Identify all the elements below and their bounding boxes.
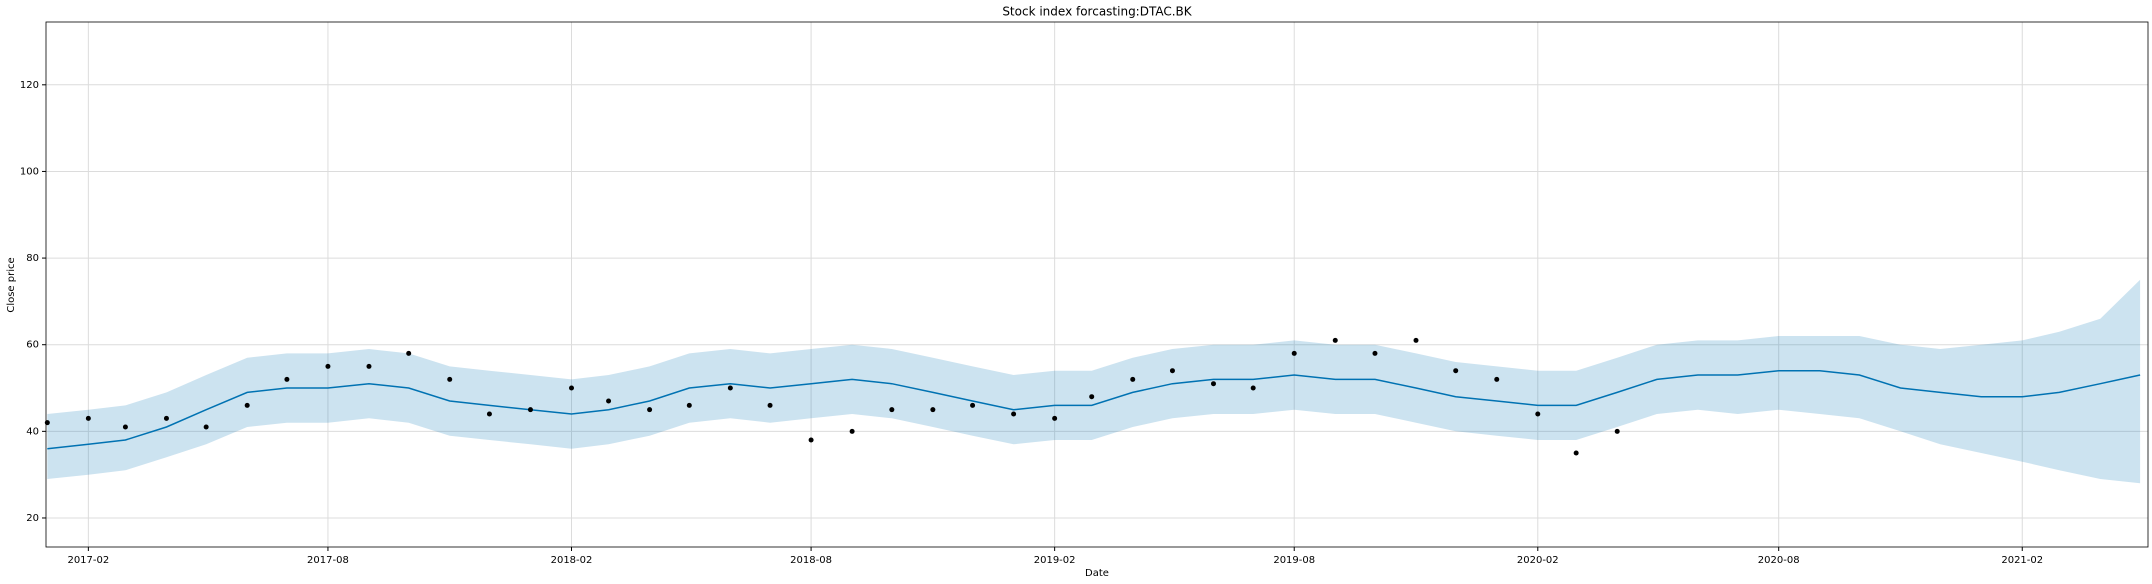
chart-title: Stock index forcasting:DTAC.BK [1002,5,1192,19]
data-point [1372,350,1378,356]
x-tick-label: 2019-02 [1034,555,1076,566]
data-point [1169,368,1175,374]
uncertainty-band [47,279,2141,484]
x-tick-label: 2019-08 [1273,555,1315,566]
data-point [447,376,453,382]
data-point [569,385,574,391]
forecast-line [47,369,2141,450]
data-point [1089,394,1095,400]
data-point [727,385,733,391]
y-tick-label: 120 [20,80,39,91]
data-point [1332,337,1338,343]
data-point [1011,411,1017,417]
data-point [1210,381,1216,387]
data-point [122,424,128,430]
data-point [647,407,653,413]
y-tick-label: 20 [26,513,39,524]
plot-frame [45,21,2149,548]
y-axis-label: Close price [6,257,17,312]
data-point [849,428,855,434]
data-point [808,437,814,443]
y-tick-label: 100 [20,166,39,177]
data-point [1052,415,1058,421]
data-point [325,363,331,369]
x-tick-label: 2017-02 [67,555,109,566]
x-tick-label: 2021-02 [2001,555,2043,566]
data-point [1130,376,1136,382]
data-point [1494,376,1500,382]
data-point [686,402,692,408]
data-point [1413,337,1419,343]
data-point [244,402,250,408]
data-point [606,398,612,404]
data-point [85,415,91,421]
y-tick-label: 80 [26,253,39,264]
data-point [1573,450,1579,456]
x-tick-label: 2020-08 [1758,555,1800,566]
x-tick-label: 2020-02 [1517,555,1559,566]
data-point [1535,411,1541,417]
data-point [1614,428,1620,434]
data-point [203,424,209,430]
data-point [527,407,533,413]
data-point [1291,350,1297,356]
data-point [889,407,895,413]
data-point [767,402,773,408]
data-point [486,411,492,417]
data-point [163,415,169,421]
data-point [406,350,412,356]
x-axis-label: Date [1085,568,1109,579]
x-tick-label: 2018-08 [790,555,832,566]
x-tick-label: 2017-08 [307,555,349,566]
data-point [930,407,936,413]
data-point [1250,385,1256,391]
data-point [366,363,372,369]
data-point [284,376,290,382]
data-point [1453,368,1459,374]
x-tick-label: 2018-02 [551,555,593,566]
y-tick-label: 60 [26,340,39,351]
data-point [970,402,976,408]
y-tick-label: 40 [26,426,39,437]
data-point [44,420,50,426]
